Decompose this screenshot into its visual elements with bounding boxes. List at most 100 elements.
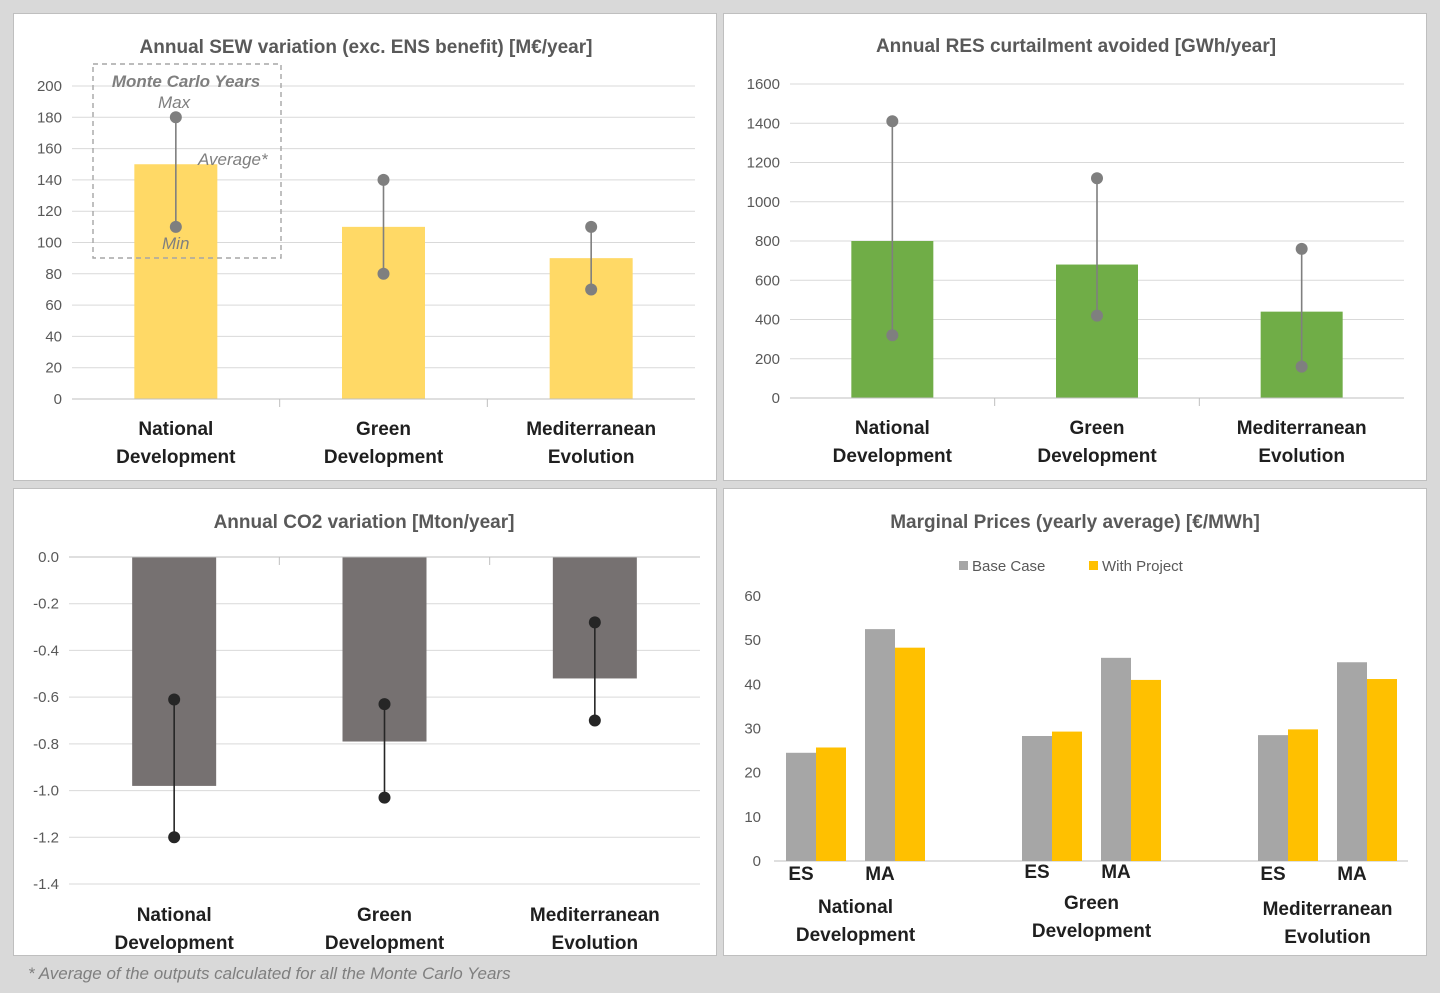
- marginal-prices-chart-panel: Marginal Prices (yearly average) [€/MWh]…: [723, 488, 1427, 956]
- y-tick-label: 600: [755, 272, 780, 289]
- min-marker: [378, 791, 391, 804]
- min-marker: [886, 329, 899, 342]
- bar-base-case: [865, 629, 895, 861]
- bar-base-case: [786, 752, 816, 861]
- scenario-label-line-1: Green: [1064, 893, 1119, 914]
- country-label: ES: [788, 864, 813, 885]
- legend-label-with-project: With Project: [1102, 558, 1184, 575]
- country-label: MA: [865, 864, 895, 885]
- monte-carlo-annotation-box: [92, 63, 282, 259]
- footnote: * Average of the outputs calculated for …: [28, 964, 511, 983]
- min-marker: [1091, 309, 1103, 322]
- y-tick-label: 20: [744, 765, 761, 782]
- category-label-line-1: Mediterranean: [1237, 418, 1367, 439]
- annotation-average-label: Average*: [197, 150, 269, 169]
- category-label-line-1: Green: [356, 419, 411, 440]
- y-tick-label: 180: [37, 109, 62, 126]
- bar-with-project: [1052, 731, 1082, 861]
- y-tick-label: 60: [45, 297, 62, 314]
- y-tick-label: -1.2: [33, 829, 59, 846]
- res-chart-panel: Annual RES curtailment avoided [GWh/year…: [723, 13, 1427, 481]
- sew-chart-panel: Annual SEW variation (exc. ENS benefit) …: [13, 13, 717, 481]
- y-tick-label: 0: [753, 853, 761, 870]
- bar-with-project: [816, 747, 846, 861]
- min-marker: [585, 283, 598, 296]
- category-label-line-2: Evolution: [1258, 446, 1345, 467]
- bar-with-project: [1288, 729, 1318, 861]
- scenario-label-line-2: Development: [796, 925, 916, 946]
- co2-chart: Annual CO2 variation [Mton/year] 0.0 -0.2 -…: [33, 512, 700, 954]
- res-chart: Annual RES curtailment avoided [GWh/year…: [747, 36, 1404, 467]
- max-marker: [168, 693, 181, 706]
- y-tick-label: 120: [37, 203, 62, 220]
- marginal-prices-chart: Marginal Prices (yearly average) [€/MWh]…: [744, 512, 1408, 948]
- legend-swatch-with-project: [1089, 561, 1098, 570]
- max-marker: [588, 616, 601, 629]
- y-tick-label: 80: [45, 266, 62, 283]
- y-tick-label: 50: [744, 632, 761, 649]
- y-tick-label: 20: [45, 360, 62, 377]
- min-marker: [588, 714, 601, 727]
- min-marker: [169, 220, 182, 233]
- y-tick-label: 100: [37, 235, 62, 252]
- bar-base-case: [1258, 735, 1288, 861]
- y-tick-label: 160: [37, 141, 62, 158]
- y-tick-label: 400: [755, 312, 780, 329]
- bar-base-case: [1101, 657, 1131, 861]
- legend-swatch-base-case: [959, 561, 968, 570]
- bar-base-case: [1337, 662, 1367, 861]
- y-tick-label: 1200: [747, 155, 780, 172]
- category-label-line-1: National: [855, 418, 930, 439]
- category-label-line-1: Mediterranean: [530, 905, 660, 926]
- country-label: MA: [1101, 862, 1131, 883]
- y-tick-label: -0.4: [33, 642, 59, 659]
- bar-with-project: [1131, 679, 1161, 861]
- scenario-label-line-2: Development: [1032, 921, 1152, 942]
- max-marker: [1091, 172, 1103, 185]
- y-tick-label: 0: [772, 390, 780, 407]
- annotation-box-title: Monte Carlo Years: [112, 72, 260, 91]
- annotation-max-label: Max: [158, 93, 191, 112]
- y-tick-label: 1000: [747, 194, 780, 211]
- scenario-label-line-1: Mediterranean: [1263, 899, 1393, 920]
- max-marker: [378, 698, 391, 711]
- y-tick-label: -1.0: [33, 783, 59, 800]
- sew-chart: Annual SEW variation (exc. ENS benefit) …: [37, 37, 695, 468]
- y-tick-label: 30: [744, 721, 761, 738]
- bar-with-project: [895, 647, 925, 861]
- country-label: ES: [1024, 862, 1049, 883]
- y-tick-label: 200: [37, 78, 62, 95]
- max-marker: [585, 220, 598, 233]
- category-label-line-1: National: [138, 419, 213, 440]
- annotation-min-label: Min: [162, 234, 189, 253]
- y-tick-label: -0.2: [33, 596, 59, 613]
- chart-title: Annual RES curtailment avoided [GWh/year…: [876, 36, 1276, 57]
- legend-label-base-case: Base Case: [972, 558, 1045, 575]
- y-tick-label: 140: [37, 172, 62, 189]
- max-marker: [1295, 242, 1308, 255]
- max-marker: [169, 111, 182, 124]
- y-tick-label: 800: [755, 233, 780, 250]
- y-tick-label: 40: [45, 328, 62, 345]
- category-label-line-2: Development: [324, 447, 444, 468]
- co2-chart-panel: Annual CO2 variation [Mton/year] 0.0 -0.2 -…: [13, 488, 717, 956]
- min-marker: [168, 831, 181, 844]
- max-marker: [377, 173, 390, 186]
- y-tick-label: 40: [744, 676, 761, 693]
- category-label-line-2: Development: [115, 933, 235, 954]
- y-tick-label: -1.4: [33, 876, 59, 893]
- country-label: MA: [1337, 864, 1367, 885]
- y-tick-label: -0.8: [33, 736, 59, 753]
- y-tick-label: 1600: [747, 76, 780, 93]
- category-label-line-2: Development: [1037, 446, 1157, 467]
- y-tick-label: 1400: [747, 115, 780, 132]
- y-tick-label: 200: [755, 351, 780, 368]
- country-label: ES: [1260, 864, 1285, 885]
- y-tick-label: 60: [744, 588, 761, 605]
- category-label-line-2: Development: [116, 447, 236, 468]
- y-tick-label: 10: [744, 809, 761, 826]
- category-label-line-1: Green: [357, 905, 412, 926]
- y-tick-label: 0.0: [38, 549, 59, 566]
- chart-title: Annual SEW variation (exc. ENS benefit) …: [140, 37, 593, 58]
- category-label-line-1: Green: [1070, 418, 1125, 439]
